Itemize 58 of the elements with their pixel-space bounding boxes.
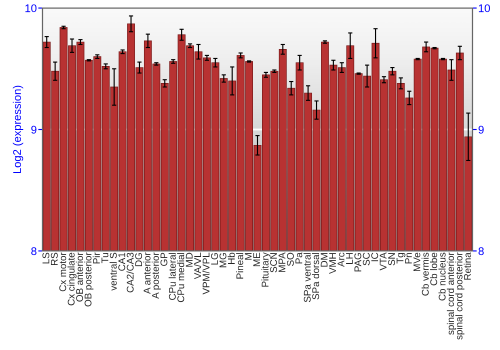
x-tick-label: CA1 bbox=[118, 252, 126, 271]
x-tick-label: Cx motor bbox=[59, 252, 66, 292]
x-tick-label: GP bbox=[160, 252, 168, 266]
x-tick-label: OB posterior bbox=[84, 252, 94, 306]
x-tick-label: PAG bbox=[354, 253, 362, 272]
y2-tick-label: 8 bbox=[478, 247, 484, 256]
x-tick-label: Tg bbox=[396, 252, 406, 264]
x-tick-label: spinal cord posterior bbox=[455, 252, 464, 340]
x-tick-label: MPA bbox=[278, 252, 286, 272]
x-tick-label: IC bbox=[371, 252, 378, 262]
x-tick-label: Cx cingulate bbox=[67, 252, 77, 306]
x-tick-label: MG bbox=[220, 253, 226, 268]
x-tick-label: VA/VL bbox=[194, 252, 202, 280]
x-tick-label: Tu bbox=[102, 252, 108, 264]
x-tick-label: DM bbox=[320, 253, 328, 267]
x-tick-label: Pineal bbox=[236, 252, 244, 279]
x-tick-label: SO bbox=[286, 252, 294, 266]
x-tick-label: LS bbox=[42, 252, 50, 264]
x-tick-label: Hb bbox=[228, 252, 235, 264]
y2-tick-label: 10 bbox=[478, 4, 490, 12]
x-tick-label: A posterior bbox=[152, 252, 161, 299]
x-tick-label: VPM/VPL bbox=[202, 252, 210, 294]
x-tick-label: Retina bbox=[464, 252, 471, 280]
x-tick-label: Pir bbox=[92, 252, 100, 264]
x-tick-label: CPu lateral bbox=[168, 252, 176, 300]
x-tick-label: ventral S bbox=[110, 252, 117, 291]
x-tick-label: VMH bbox=[329, 253, 336, 274]
x-tick-label: MD bbox=[186, 252, 193, 267]
x-tick-label: SPa dorsal bbox=[312, 252, 320, 300]
x-tick-label: A anterior bbox=[143, 252, 150, 294]
x-tick-label: spinal cord anterior bbox=[446, 252, 456, 335]
x-tick-label: Arc bbox=[338, 252, 344, 267]
y-tick-label: 9 bbox=[31, 126, 36, 134]
x-tick-label: VTA bbox=[380, 252, 386, 270]
x-tick-label: SCN bbox=[270, 253, 277, 272]
x-tick-label: ME bbox=[253, 252, 260, 266]
x-tick-label: SC bbox=[362, 252, 370, 266]
x-tick-label: SPa ventral bbox=[304, 252, 311, 302]
y2-tick-label: 9 bbox=[478, 126, 484, 134]
x-tick-label: SN bbox=[388, 253, 396, 266]
x-tick-label: MVe bbox=[414, 252, 420, 271]
x-tick-label: DG bbox=[135, 253, 142, 266]
x-tick-label: Cb vermis bbox=[422, 252, 429, 296]
x-tick-label: CA2/CA3 bbox=[126, 252, 134, 292]
x-tick-label: M bbox=[244, 253, 252, 260]
y-tick-label: 8 bbox=[31, 247, 36, 256]
y-axis-title: Log2 (expression) bbox=[12, 86, 24, 174]
x-tick-label: CPu medial bbox=[177, 252, 184, 302]
x-tick-label: OB anterior bbox=[76, 252, 84, 302]
y-tick-label: 10 bbox=[25, 4, 37, 12]
x-tick-label: Cb nucleus bbox=[438, 252, 446, 300]
x-tick-label: LH bbox=[346, 253, 353, 264]
x-tick-label: RS bbox=[50, 252, 58, 266]
x-tick-label: LG bbox=[211, 253, 218, 265]
x-tick-label: Pn bbox=[405, 252, 412, 264]
x-tick-label: Pituitary bbox=[261, 252, 270, 287]
x-tick-label: Cb lobe bbox=[430, 252, 438, 286]
x-tick-label: Pa bbox=[295, 252, 302, 264]
